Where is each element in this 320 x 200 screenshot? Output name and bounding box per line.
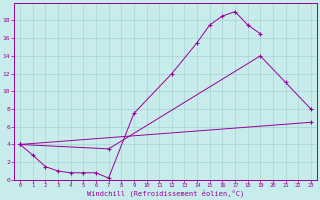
X-axis label: Windchill (Refroidissement éolien,°C): Windchill (Refroidissement éolien,°C) <box>87 190 244 197</box>
